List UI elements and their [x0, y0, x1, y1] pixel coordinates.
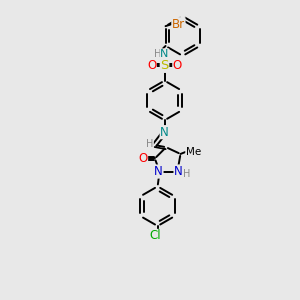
Text: Br: Br	[172, 18, 185, 31]
Text: N: N	[160, 49, 169, 59]
Text: N: N	[154, 165, 163, 178]
Text: O: O	[173, 59, 182, 72]
Text: Cl: Cl	[150, 230, 161, 242]
Text: N: N	[174, 165, 183, 178]
Text: H: H	[183, 169, 190, 178]
Text: H: H	[154, 49, 161, 59]
Text: O: O	[147, 59, 156, 72]
Text: Me: Me	[186, 147, 201, 157]
Text: S: S	[160, 59, 169, 72]
Text: N: N	[160, 126, 169, 139]
Text: O: O	[138, 152, 148, 165]
Text: H: H	[146, 139, 153, 149]
